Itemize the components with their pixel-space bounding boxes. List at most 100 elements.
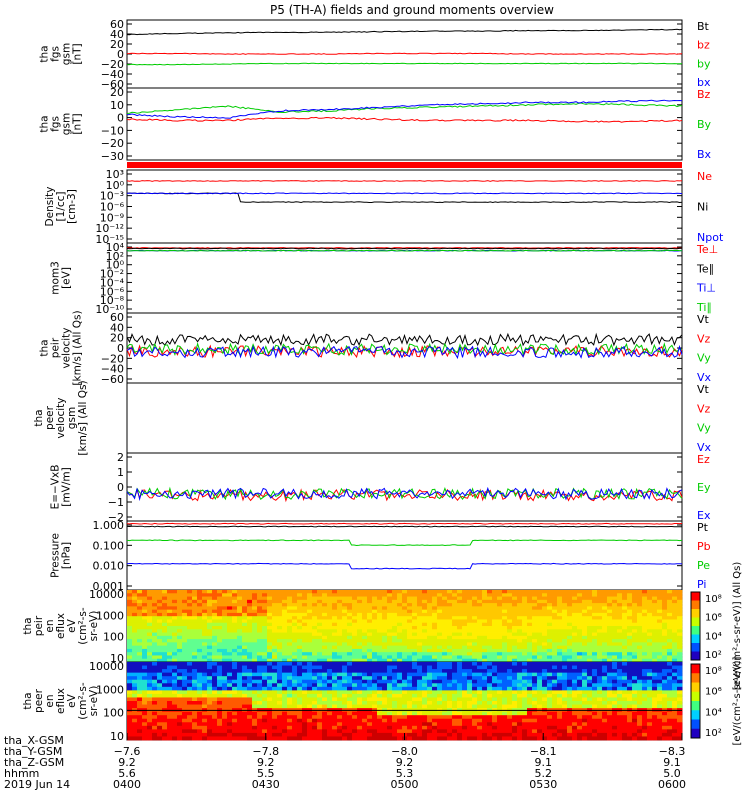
legend-Bt: Bt	[697, 20, 710, 33]
series-line-Pt	[126, 525, 683, 528]
y-tick-label: 0	[117, 48, 124, 61]
y-tick-label: 10	[110, 99, 124, 112]
colorbar-tick-label: 10²	[705, 728, 722, 739]
x-tick-label: 5.5	[257, 767, 275, 780]
x-tick-label: 9.2	[118, 756, 136, 769]
legend-Ti∥: Ti∥	[696, 301, 712, 314]
y-tick-label: 10000	[89, 660, 124, 673]
y-axis-label: eflux	[55, 688, 67, 714]
y-axis-label: gsm	[66, 407, 78, 429]
series-line-Bt	[126, 28, 683, 36]
legend-Ne: Ne	[697, 170, 712, 183]
y-axis-label: [km/s] (All Qs)	[72, 310, 84, 385]
series-line-Pe	[126, 539, 683, 547]
y-tick-label: 10⁻⁹	[100, 211, 124, 224]
x-tick-label: 0600	[658, 778, 686, 791]
y-axis-label: eV	[66, 693, 78, 707]
y-tick-label: −20	[101, 58, 124, 71]
y-axis-label: tha	[22, 692, 34, 709]
legend-Vt: Vt	[697, 313, 710, 326]
y-axis-label: [km/s] (All Qs)	[77, 380, 89, 455]
y-tick-label: 10⁻⁸	[100, 294, 125, 307]
colorbar-tick-label: 10⁴	[705, 707, 722, 718]
spectrogram-peer-en-eflux	[127, 662, 683, 741]
x-tick-label: −8.0	[391, 745, 418, 758]
legend-Ni: Ni	[697, 201, 708, 214]
series-line-Bz	[126, 116, 683, 123]
y-tick-label: 0.001	[93, 580, 125, 593]
y-tick-label: 0	[117, 112, 124, 125]
x-row-label: hhmm	[4, 767, 39, 780]
y-tick-label: 0	[117, 342, 124, 355]
y-axis-label: [nT]	[72, 113, 84, 134]
colorbar-tick-label: 10⁸	[705, 594, 722, 605]
y-tick-label: 10⁻²	[100, 268, 124, 281]
series-line-Pb	[126, 522, 683, 525]
y-tick-label: 0.100	[93, 539, 125, 552]
y-axis-label: tha	[33, 409, 45, 426]
x-tick-label: 0430	[252, 778, 280, 791]
colorbar-tick-label: 10⁸	[705, 666, 722, 677]
series-line-By	[126, 102, 683, 114]
legend-Ex: Ex	[697, 509, 711, 522]
y-axis-label: [eV]	[61, 267, 73, 289]
panel-frame	[126, 382, 683, 454]
x-tick-label: 5.3	[396, 767, 414, 780]
x-row-label: tha_Y-GSM	[4, 745, 62, 758]
y-axis-label: Density	[44, 187, 56, 227]
colorbar-tick-label: 10⁴	[705, 631, 722, 642]
y-axis-label: velocity	[55, 397, 67, 438]
y-tick-label: 10⁻¹⁵	[95, 233, 124, 246]
x-tick-label: 5.6	[118, 767, 136, 780]
y-tick-label: 10⁰	[106, 179, 125, 192]
x-tick-label: 9.2	[396, 756, 414, 769]
series-line-Ne	[126, 180, 683, 182]
y-axis-label: sr-eV)	[88, 686, 100, 717]
legend-Vy: Vy	[697, 352, 711, 365]
y-axis-label: tha	[22, 617, 34, 634]
y-tick-label: 10	[110, 652, 124, 665]
legend-Bz: Bz	[697, 88, 711, 101]
series-line-Te∥	[126, 247, 683, 250]
y-tick-label: 1000	[96, 683, 124, 696]
legend-Vx: Vx	[697, 441, 712, 454]
y-tick-label: −60	[101, 78, 124, 91]
x-tick-label: 9.1	[535, 756, 553, 769]
x-tick-label: −7.8	[252, 745, 279, 758]
colorbar-peir-en-eflux: 10⁸ 10⁶ 10⁴ 10² [eV/(cm²-s-sr-eV)] (All Qs)	[690, 562, 743, 691]
y-tick-label: −60	[101, 373, 124, 386]
y-tick-label: −40	[101, 68, 124, 81]
x-row-label: tha_Z-GSM	[4, 756, 64, 769]
colorbar-label: [eV/(cm²-s-sr-eV)] (All Qs)	[732, 562, 743, 691]
legend-Ti⊥: Ti⊥	[696, 282, 716, 295]
red-strip-bar	[127, 162, 682, 168]
x-tick-label: 9.2	[257, 756, 275, 769]
y-axis-label: gsm	[61, 113, 73, 135]
panel-frame	[126, 452, 683, 522]
series-line-bz	[126, 52, 683, 55]
y-tick-label: 60	[110, 311, 124, 324]
y-axis-label: peer	[33, 688, 45, 713]
y-tick-label: 10²	[106, 250, 124, 263]
panel-peir-en-eflux: 10000 1000 100 10 tha peir en eflux eV (cm²-s-sr-…	[22, 588, 683, 665]
panel-frame	[126, 87, 683, 161]
series-line-Vx	[126, 344, 683, 360]
panel-efield: 2 1 0 −1 −2 E=−VxB [mV/m] Ez Ey Ex	[50, 451, 711, 524]
y-tick-label: −20	[101, 352, 124, 365]
y-tick-label: 10	[110, 730, 124, 743]
legend-Vt: Vt	[697, 383, 710, 396]
y-axis-label: tha	[39, 115, 51, 132]
y-axis-label: sr-eV)	[88, 611, 100, 642]
x-tick-label: 0530	[529, 778, 557, 791]
legend-Pe: Pe	[697, 559, 710, 572]
y-axis-label: velocity	[61, 327, 73, 368]
panel-pressure: 1.000 0.100 0.010 0.001 Pressure [nPa] Pt Pb Pe P…	[50, 519, 711, 593]
legend-Vx: Vx	[697, 371, 712, 384]
y-axis-label: tha	[39, 45, 51, 62]
y-tick-label: 10⁻⁶	[100, 201, 125, 214]
